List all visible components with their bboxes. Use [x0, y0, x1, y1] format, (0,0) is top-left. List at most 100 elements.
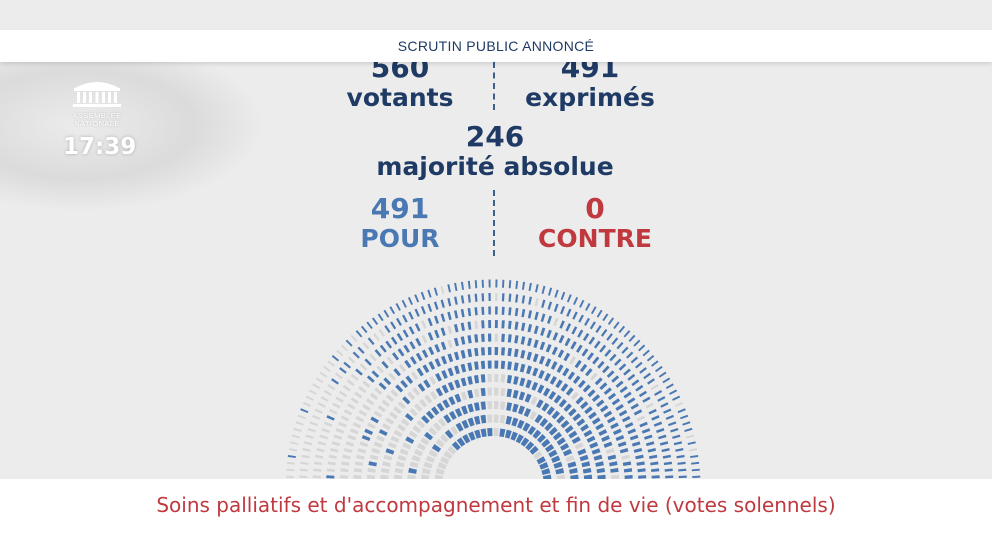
hemicycle-seat — [539, 341, 546, 351]
hemicycle-seat — [425, 410, 435, 420]
hemicycle-seat — [453, 323, 459, 333]
hemicycle-seat — [447, 297, 452, 307]
hemicycle-seat — [609, 461, 618, 467]
hemicycle-seat — [630, 356, 639, 364]
hemicycle-seat — [552, 431, 562, 441]
hemicycle-seat — [526, 351, 533, 361]
hemicycle-seat — [584, 317, 590, 326]
hemicycle-seat — [560, 383, 569, 392]
hemicycle-seat — [511, 417, 519, 427]
hemicycle-seat — [533, 450, 543, 460]
hemicycle-seat — [635, 361, 643, 369]
hemicycle-seat — [566, 294, 572, 303]
hemicycle-seat — [370, 416, 379, 424]
hemicycle-seat — [551, 455, 561, 464]
hemicycle-seat — [424, 431, 434, 441]
hemicycle-seat — [302, 401, 312, 407]
hemicycle-seat — [639, 421, 648, 428]
hemicycle-seat — [529, 445, 539, 455]
hemicycle-seat — [415, 352, 423, 362]
hemicycle-seat — [595, 461, 604, 467]
hemicycle-seat — [397, 423, 406, 432]
hemicycle-seat — [673, 441, 683, 446]
hemicycle-seat — [376, 365, 384, 374]
hemicycle-seat — [431, 444, 442, 453]
hemicycle-seat — [526, 365, 532, 375]
hemicycle-seat — [427, 317, 433, 327]
hemicycle-seat — [436, 402, 445, 412]
hemicycle-seat — [545, 343, 552, 353]
votants-label: votants — [346, 83, 454, 112]
hemicycle-seat — [461, 405, 469, 415]
hemicycle-seat — [610, 422, 619, 430]
hemicycle-seat — [397, 401, 407, 410]
hemicycle-seat — [473, 388, 480, 398]
hemicycle-seat — [308, 389, 317, 395]
hemicycle-seat — [513, 376, 519, 385]
hemicycle-seat — [434, 343, 441, 353]
hemicycle-seat — [460, 322, 465, 332]
hemicycle-seat — [386, 356, 394, 365]
hemicycle-seat — [405, 436, 415, 444]
hemicycle-seat — [548, 287, 553, 296]
hemicycle-seat — [606, 370, 615, 378]
hemicycle-seat — [408, 467, 417, 474]
hemicycle-seat — [585, 368, 593, 377]
hemicycle-seat — [460, 363, 467, 373]
hemicycle-seat — [307, 427, 316, 433]
exprimes-label: exprimés — [525, 83, 655, 112]
hemicycle-seat — [388, 372, 396, 381]
hemicycle-seat — [354, 461, 364, 467]
hemicycle-seat — [607, 454, 617, 461]
hemicycle-seat — [371, 448, 381, 454]
hemicycle-seat — [376, 435, 385, 442]
hemicycle-seat — [378, 429, 388, 436]
hemicycle-seat — [606, 333, 613, 341]
hemicycle-seat — [665, 414, 674, 420]
hemicycle-seat — [323, 365, 331, 373]
hemicycle-seat — [384, 325, 391, 333]
hemicycle-seat — [536, 434, 546, 444]
logo-line-2: NATIONALE — [74, 119, 120, 128]
hemicycle-seat — [467, 417, 475, 427]
hemicycle-seat — [587, 389, 596, 398]
hemicycle-seat — [517, 405, 525, 415]
hemicycle-seat — [435, 372, 442, 382]
hemicycle-seat — [371, 317, 379, 325]
hemicycle-seat — [467, 389, 474, 399]
hemicycle-seat — [593, 454, 603, 461]
hemicycle-seat — [541, 402, 550, 412]
hemicycle-seat — [378, 328, 386, 337]
hemicycle-seat — [618, 409, 628, 417]
stat-contre: 0 CONTRE — [515, 193, 675, 253]
hemicycle-seat — [557, 349, 565, 359]
hemicycle-seat — [516, 419, 525, 429]
hemicycle-seat — [574, 359, 582, 369]
hemicycle-seat — [355, 415, 365, 423]
hemicycle-seat — [567, 461, 577, 468]
hemicycle-seat — [499, 428, 506, 438]
hemicycle-seat — [565, 387, 574, 396]
hemicycle-seat — [589, 441, 599, 449]
hemicycle-seat — [598, 429, 608, 436]
hemicycle-seat — [424, 394, 433, 404]
hemicycle-seat — [367, 337, 375, 345]
hemicycle-seat — [593, 340, 601, 349]
hemicycle-seat — [393, 429, 403, 438]
hemicycle-seat — [369, 392, 379, 401]
hemicycle-seat — [520, 336, 526, 345]
hemicycle-seat — [586, 435, 596, 443]
hemicycle-seat — [558, 334, 565, 344]
hemicycle-seat — [513, 348, 519, 358]
hemicycle-seat — [427, 289, 432, 298]
hemicycle-seat — [456, 437, 466, 447]
hemicycle-seat — [429, 391, 438, 400]
hemicycle-seat — [416, 367, 424, 377]
hemicycle-seat — [467, 376, 473, 385]
hemicycle-seat — [409, 356, 417, 365]
hemicycle-seat — [404, 413, 414, 422]
hemicycle-seat — [572, 413, 582, 422]
divider-bottom — [493, 190, 495, 256]
hemicycle-seat — [562, 367, 570, 377]
hemicycle-seat — [621, 346, 629, 354]
